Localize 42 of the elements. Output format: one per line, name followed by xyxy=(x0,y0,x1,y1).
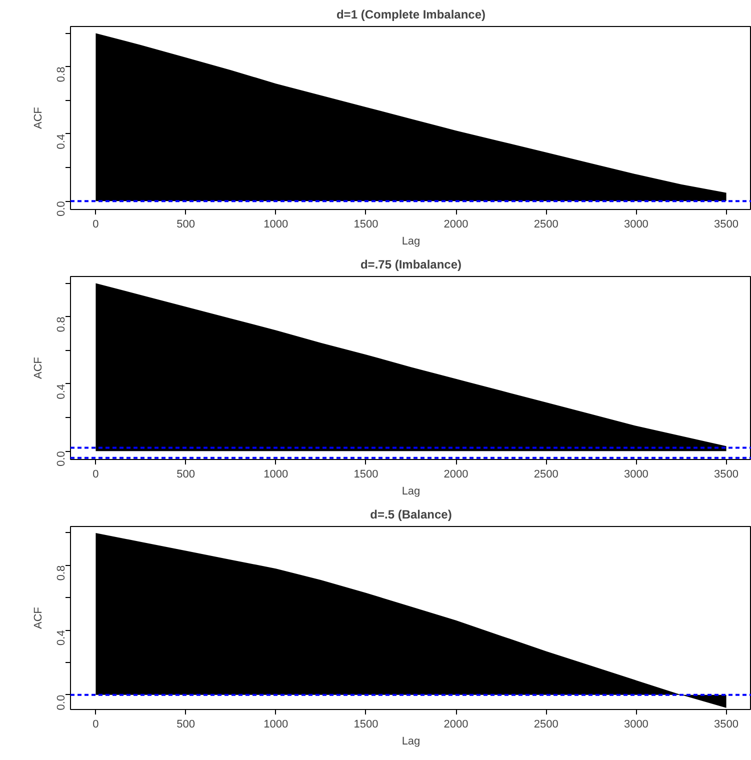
x-tick-label: 1500 xyxy=(354,468,378,480)
y-tick-label: 0.8 xyxy=(56,316,68,332)
y-tick-label: 0.4 xyxy=(56,384,68,400)
x-axis-title: Lag xyxy=(402,736,420,748)
x-tick-label: 0 xyxy=(92,718,99,730)
x-tick-label: 3000 xyxy=(624,218,648,230)
x-tick-label: 0 xyxy=(92,468,99,480)
y-axis-title: ACF xyxy=(32,356,44,379)
x-tick-label: 3500 xyxy=(714,218,739,230)
x-tick-label: 2000 xyxy=(444,468,468,480)
chart-title: d=.75 (Imbalance) xyxy=(360,258,462,272)
y-tick-label: 0.0 xyxy=(56,694,68,710)
y-axis-title: ACF xyxy=(32,106,44,129)
y-tick-label: 0.8 xyxy=(56,66,68,82)
x-tick-label: 2500 xyxy=(534,718,558,730)
x-tick-label: 2500 xyxy=(534,468,558,480)
x-tick-label: 0 xyxy=(92,218,99,230)
x-axis-title: Lag xyxy=(402,236,420,248)
y-axis-title: ACF xyxy=(32,606,44,629)
y-tick-label: 0.0 xyxy=(56,451,68,466)
x-tick-label: 1000 xyxy=(264,218,288,230)
x-tick-label: 500 xyxy=(176,218,195,230)
x-tick-label: 2000 xyxy=(444,218,468,230)
x-tick-label: 2500 xyxy=(534,218,558,230)
x-tick-label: 3000 xyxy=(624,718,648,730)
x-tick-label: 500 xyxy=(176,718,195,730)
x-tick-label: 2000 xyxy=(444,718,468,730)
x-tick-label: 3500 xyxy=(714,468,739,480)
y-tick-label: 0.8 xyxy=(56,565,68,581)
x-axis-title: Lag xyxy=(402,486,420,498)
x-tick-label: 1500 xyxy=(354,218,378,230)
chart-title: d=.5 (Balance) xyxy=(370,508,452,522)
x-tick-label: 1000 xyxy=(264,718,288,730)
y-tick-label: 0.0 xyxy=(56,201,68,216)
chart-title: d=1 (Complete Imbalance) xyxy=(336,8,486,22)
x-tick-label: 1000 xyxy=(264,468,288,480)
x-tick-label: 3000 xyxy=(624,468,648,480)
x-tick-label: 1500 xyxy=(354,718,378,730)
x-tick-label: 3500 xyxy=(714,718,739,730)
y-tick-label: 0.4 xyxy=(56,134,68,150)
y-tick-label: 0.4 xyxy=(56,630,68,646)
x-tick-label: 500 xyxy=(176,468,195,480)
